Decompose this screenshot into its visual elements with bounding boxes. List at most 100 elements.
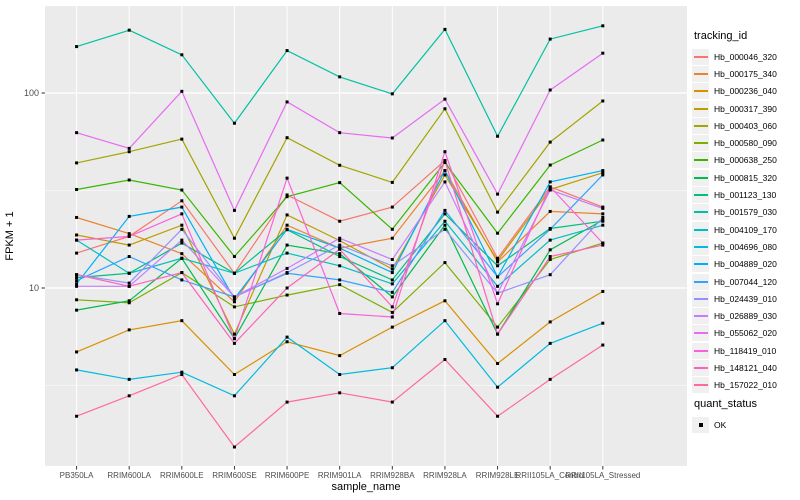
data-point xyxy=(601,51,605,55)
y-tick-label: 100 xyxy=(24,88,39,98)
data-point xyxy=(443,159,447,163)
data-point xyxy=(127,394,131,398)
data-point xyxy=(601,289,605,293)
data-point xyxy=(443,150,447,154)
x-tick-label: RRII105LA_Stressed xyxy=(565,471,640,480)
legend-item-label: Hb_007044_120 xyxy=(714,276,777,287)
data-point xyxy=(548,227,552,231)
data-point xyxy=(548,140,552,144)
legend-item-quant-OK: OK xyxy=(692,416,800,433)
data-point xyxy=(338,391,342,395)
legend-key xyxy=(692,48,709,65)
data-point xyxy=(180,137,184,141)
data-point xyxy=(496,256,500,260)
data-point xyxy=(496,275,500,279)
legend-item-Hb_000236_040: Hb_000236_040 xyxy=(692,83,800,100)
data-point xyxy=(127,281,131,285)
data-point xyxy=(127,234,131,238)
data-point xyxy=(127,28,131,32)
data-point xyxy=(75,131,79,135)
legend-key xyxy=(692,65,709,82)
data-point xyxy=(443,173,447,177)
data-point xyxy=(338,264,342,268)
data-point xyxy=(548,37,552,41)
data-point xyxy=(232,121,236,125)
data-point xyxy=(75,238,79,242)
data-point xyxy=(285,213,289,217)
x-axis-title: sample_name xyxy=(331,481,401,493)
data-point xyxy=(232,394,236,398)
data-point xyxy=(285,286,289,290)
data-point xyxy=(548,255,552,259)
data-point xyxy=(548,185,552,189)
data-point xyxy=(443,319,447,323)
data-point xyxy=(75,414,79,418)
tracking-id-legend: tracking_id Hb_000046_320 Hb_000175_340 Hb… xyxy=(692,30,800,394)
data-point xyxy=(548,248,552,252)
data-point xyxy=(180,278,184,282)
legend-item-Hb_000403_060: Hb_000403_060 xyxy=(692,117,800,134)
data-point xyxy=(548,163,552,167)
data-point xyxy=(180,53,184,57)
data-point xyxy=(496,302,500,306)
data-point xyxy=(390,92,394,96)
data-point xyxy=(443,107,447,111)
data-point xyxy=(390,305,394,309)
data-point xyxy=(285,176,289,180)
data-point xyxy=(443,161,447,165)
data-point xyxy=(496,231,500,235)
data-point xyxy=(601,171,605,175)
data-point xyxy=(180,271,184,275)
data-point xyxy=(180,238,184,242)
data-point xyxy=(496,291,500,295)
data-point xyxy=(496,284,500,288)
data-point xyxy=(443,27,447,31)
data-point xyxy=(180,252,184,256)
legend-item-label: Hb_000638_250 xyxy=(714,155,777,166)
data-point xyxy=(601,243,605,247)
data-point xyxy=(75,282,79,286)
data-point xyxy=(601,215,605,219)
legend-item-Hb_000638_250: Hb_000638_250 xyxy=(692,152,800,169)
data-point xyxy=(390,267,394,271)
data-point xyxy=(338,243,342,247)
data-point xyxy=(443,212,447,216)
legend-key-line xyxy=(693,315,708,318)
legend-key-line xyxy=(693,366,708,369)
data-point xyxy=(75,251,79,255)
data-point xyxy=(338,236,342,240)
legend-key xyxy=(692,308,709,325)
data-point xyxy=(390,227,394,231)
data-point xyxy=(390,325,394,329)
data-point xyxy=(75,45,79,49)
data-point xyxy=(75,368,79,372)
data-point xyxy=(338,247,342,251)
data-point xyxy=(496,134,500,138)
data-point xyxy=(180,205,184,209)
data-point xyxy=(285,271,289,275)
data-point xyxy=(548,341,552,345)
legend-key-line xyxy=(693,297,708,300)
data-point xyxy=(232,297,236,301)
data-point xyxy=(127,178,131,182)
legend2-items: OK xyxy=(692,416,800,433)
legend-key-line xyxy=(693,72,708,75)
legend-key-line xyxy=(693,280,708,283)
data-point xyxy=(548,180,552,184)
legend-key xyxy=(692,83,709,100)
data-point xyxy=(338,255,342,259)
data-point xyxy=(496,385,500,389)
legend-key xyxy=(692,135,709,152)
data-point xyxy=(548,320,552,324)
legend-item-label: Hb_026889_030 xyxy=(714,311,777,322)
data-point xyxy=(232,255,236,259)
legend-item-Hb_024439_010: Hb_024439_010 xyxy=(692,290,800,307)
legend-item-label: Hb_000403_060 xyxy=(714,120,777,131)
data-point xyxy=(601,173,605,177)
data-point xyxy=(496,259,500,263)
data-point xyxy=(75,284,79,288)
data-point xyxy=(127,328,131,332)
data-point xyxy=(548,188,552,192)
legend-key xyxy=(692,359,709,376)
